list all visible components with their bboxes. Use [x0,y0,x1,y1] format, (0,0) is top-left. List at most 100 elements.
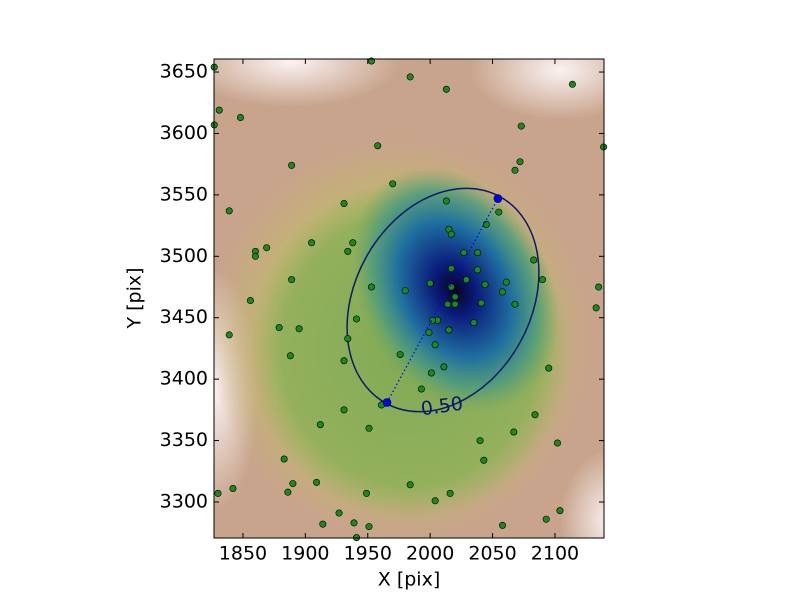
scatter-point [288,161,296,169]
scatter-point [353,315,361,323]
scatter-point [275,324,283,332]
scatter-point [530,256,538,264]
axis-endpoint [382,398,392,407]
scatter-point [280,455,288,463]
scatter-point [542,515,550,523]
axis-segment [386,198,499,403]
scatter-point [350,519,358,527]
scatter-point [340,406,348,414]
scatter-point [474,266,482,274]
scatter-point [545,364,553,372]
scatter-point [460,249,468,257]
x-tick-label: 2100 [531,543,579,565]
x-axis-label: X [pix] [378,569,440,591]
axes-frame [213,58,605,539]
scatter-point [229,484,237,492]
scatter-point [440,363,448,371]
scatter-point [499,288,507,296]
scatter-point [288,276,296,284]
scatter-point [476,437,484,445]
scatter-point [319,520,327,528]
scatter-point [499,521,507,529]
y-tick-label: 3600 [160,122,208,144]
scatter-point [502,278,510,286]
scatter-point [246,297,254,305]
y-tick-label: 3450 [160,306,208,328]
scatter-point [568,80,576,88]
axis-endpoint [493,194,503,203]
scatter-point [462,276,470,284]
scatter-point [401,287,409,295]
scatter-point [308,239,316,247]
scatter-point [340,357,348,365]
scatter-point [286,352,294,360]
scatter-point [365,424,373,432]
scatter-point [442,197,450,205]
scatter-point [444,300,452,308]
scatter-point [538,276,546,284]
scatter-point [447,230,455,238]
scatter-point [556,507,564,515]
y-tick-label: 3550 [160,183,208,205]
scatter-point [425,328,433,336]
scatter-point [446,489,454,497]
scatter-point [374,142,382,150]
scatter-point [344,247,352,255]
scatter-point [511,300,519,308]
scatter-point [480,456,488,464]
scatter-point [396,351,404,359]
scatter-point [592,304,600,312]
scatter-point [431,497,439,505]
marks [210,57,608,542]
x-tick-label: 1900 [281,543,329,565]
scatter-point [284,488,292,496]
y-tick-label: 3500 [160,245,208,267]
scatter-point [447,265,455,273]
scatter-point [426,279,434,287]
scatter-point [431,341,439,349]
scatter-point [553,439,561,447]
scatter-point [365,523,373,531]
scatter-point [263,244,271,252]
scatter-point [510,428,518,436]
x-tick-label: 1850 [219,543,267,565]
scatter-point [367,283,375,291]
scatter-point [481,281,489,289]
y-tick-label: 3350 [160,429,208,451]
scatter-point [214,489,222,497]
scatter-point [451,293,459,301]
y-tick-label: 3300 [160,491,208,513]
scatter-point [495,208,503,216]
scatter-point [313,478,321,486]
x-tick-label: 2050 [468,543,516,565]
scatter-point [442,85,450,93]
scatter-point [251,252,259,260]
scatter-point [517,122,525,130]
scatter-point [236,113,244,121]
scatter-point [482,220,490,228]
scatter-point [406,481,414,489]
scatter-point [215,106,223,114]
scatter-point [316,421,324,429]
scatter-point [340,199,348,207]
scatter-point [427,369,435,377]
y-tick-label: 3650 [160,61,208,83]
scatter-point [225,331,233,339]
scatter-point [363,489,371,497]
scatter-point [531,411,539,419]
scatter-point [429,316,437,324]
scatter-point [470,319,478,327]
scatter-point [417,385,425,393]
scatter-point [289,480,297,488]
scatter-point [474,249,482,257]
y-axis-label: Y [pix] [124,267,146,329]
y-tick-label: 3400 [160,368,208,390]
scatter-point [477,299,485,307]
scatter-point [225,207,233,215]
scatter-point [295,325,303,333]
density-map [214,59,604,538]
scatter-point [511,166,519,174]
scatter-point [451,300,459,308]
scatter-point [349,239,357,247]
